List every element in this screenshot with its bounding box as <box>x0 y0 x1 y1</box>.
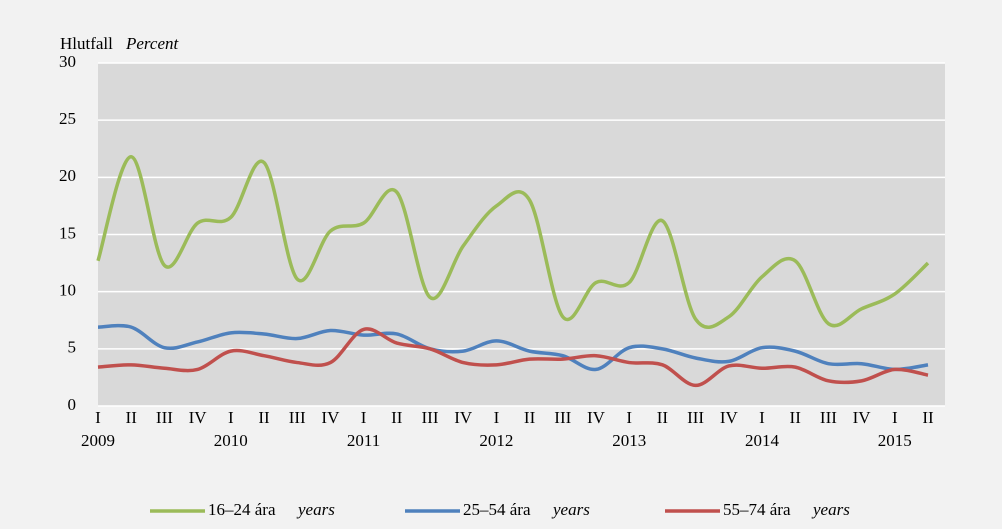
x-tick-label: I <box>95 408 101 427</box>
legend-label-en: years <box>551 500 590 519</box>
y-tick-label: 20 <box>59 166 76 185</box>
legend-label-en: years <box>811 500 850 519</box>
series-line <box>96 155 930 330</box>
x-tick-label: I <box>759 408 765 427</box>
y-axis-label: Hlutfall <box>60 34 113 53</box>
y-tick-label: 0 <box>68 395 77 414</box>
x-tick-label: II <box>922 408 934 427</box>
series-line <box>97 327 929 388</box>
x-tick-label: II <box>790 408 802 427</box>
x-tick-label: I <box>361 408 367 427</box>
year-label: 2013 <box>612 431 646 450</box>
y-tick-label: 30 <box>59 52 76 71</box>
year-label: 2009 <box>81 431 115 450</box>
x-tick-label: III <box>554 408 571 427</box>
year-label: 2010 <box>214 431 248 450</box>
x-tick-label: III <box>820 408 837 427</box>
y-tick-label: 15 <box>59 223 76 242</box>
legend-label: 25–54 ára <box>463 500 531 519</box>
x-tick-label: II <box>258 408 270 427</box>
year-label: 2011 <box>347 431 380 450</box>
x-tick-label: II <box>391 408 403 427</box>
x-tick-label: III <box>687 408 704 427</box>
legend-label-en: years <box>296 500 335 519</box>
legend-label: 55–74 ára <box>723 500 791 519</box>
x-tick-label: IV <box>454 408 473 427</box>
x-tick-label: II <box>657 408 669 427</box>
x-tick-label: I <box>626 408 632 427</box>
x-tick-label: III <box>156 408 173 427</box>
x-tick-label: II <box>126 408 138 427</box>
year-label: 2015 <box>878 431 912 450</box>
x-tick-label: IV <box>720 408 739 427</box>
x-tick-label: III <box>422 408 439 427</box>
x-tick-label: IV <box>189 408 208 427</box>
year-label: 2014 <box>745 431 780 450</box>
x-tick-label: IV <box>853 408 872 427</box>
legend-label: 16–24 ára <box>208 500 276 519</box>
y-tick-label: 10 <box>59 281 76 300</box>
x-tick-label: IV <box>321 408 340 427</box>
x-tick-label: I <box>892 408 898 427</box>
y-tick-label: 5 <box>68 338 77 357</box>
x-tick-label: III <box>289 408 306 427</box>
x-tick-label: I <box>494 408 500 427</box>
y-axis-label-en: Percent <box>125 34 180 53</box>
x-tick-label: IV <box>587 408 606 427</box>
year-label: 2012 <box>479 431 513 450</box>
series-line <box>97 323 929 372</box>
x-tick-label: I <box>228 408 234 427</box>
y-tick-label: 25 <box>59 109 76 128</box>
x-tick-label: II <box>524 408 536 427</box>
